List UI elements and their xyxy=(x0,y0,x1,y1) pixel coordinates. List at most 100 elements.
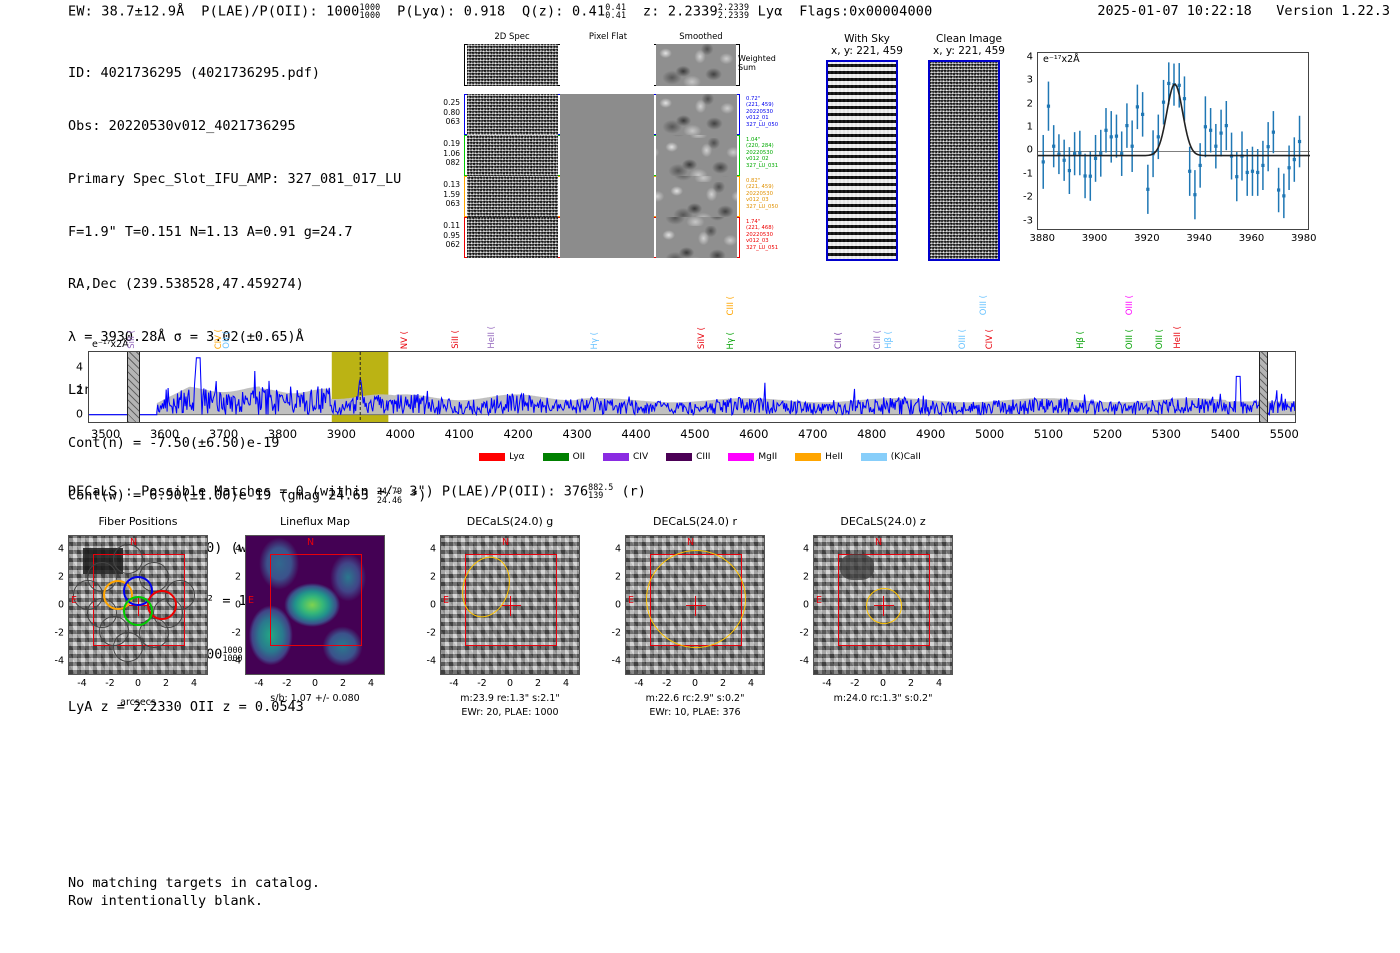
cutout-y-tick: 2 xyxy=(614,571,621,583)
spectrum-x-tick: 4300 xyxy=(562,427,592,441)
legend-label: Lyα xyxy=(509,452,525,462)
lineflux-map-image[interactable] xyxy=(245,535,385,675)
line-fit-x-tick: 3960 xyxy=(1238,233,1265,244)
legend-entry: (K)CaII xyxy=(860,452,921,462)
z-range: 2.2339 2.2339 xyxy=(717,2,750,21)
line-fit-y-tick: 1 xyxy=(1026,121,1033,133)
weighted-sum-label: Weighted Sum xyxy=(738,54,776,72)
compass-east-label: E xyxy=(628,595,635,606)
cutout-y-tick: -2 xyxy=(426,627,436,639)
fiber-row: 0.25 0.80 063 0.72" (221, 459) 20220530 … xyxy=(443,94,778,135)
line-fit-axes xyxy=(1037,52,1310,230)
param-cont-w: Cont(w) = 6.90(±1.00)e-19 (gmag 24.63 24… xyxy=(68,486,427,505)
spectrum-x-tick: 5100 xyxy=(1033,427,1064,441)
cutout-x-tick: 2 xyxy=(534,678,542,689)
decals-g-caption-1: m:23.9 re:1.3" s:2.1" xyxy=(460,693,560,704)
fiber-2dspec-image xyxy=(467,94,558,135)
fiber-2dspec-image xyxy=(467,176,558,217)
cutout-x-tick: -2 xyxy=(850,678,860,689)
decals-summary-line: DECaLS : Possible Matches = 0 (within +/… xyxy=(68,483,646,500)
cutout-x-tick: 2 xyxy=(339,678,347,689)
decals-z-image[interactable] xyxy=(813,535,953,675)
legend-label: OII xyxy=(572,452,586,462)
source-ellipse xyxy=(646,550,746,648)
cutout-x-tick: -4 xyxy=(254,678,264,689)
decals-g-title: DECaLS(24.0) g xyxy=(466,515,554,528)
weighted-sum-smoothed-image xyxy=(656,44,736,86)
fiber-right-labels: 0.82" (221, 459) 20220530 v012_03 327_LU… xyxy=(746,178,779,210)
legend-label: CIV xyxy=(633,452,649,462)
fiber-positions-panel: Fiber Positions N E arcsecs -4 -4 -2 -2 0 0 2 2… xyxy=(55,515,208,708)
cutout-y-tick: 2 xyxy=(429,571,436,583)
emission-line-marker: SiII ( xyxy=(451,330,462,349)
cutout-x-tick: 4 xyxy=(190,678,198,689)
legend-swatch xyxy=(479,452,506,461)
emission-line-marker: NV ( xyxy=(400,330,411,349)
compass-north-label: N xyxy=(687,537,695,548)
fiber-positions-axis-label: arcsecs xyxy=(120,697,156,708)
compass-north-label: N xyxy=(875,537,883,548)
flags-value: Flags:0x00004000 xyxy=(799,3,933,20)
param-cont-n: Cont(n) = -7.50(±6.50)e-19 xyxy=(68,434,280,451)
decals-r-panel: DECaLS(24.0) r N E m:22.6 rc:2.9" s:0.2"… xyxy=(612,515,765,718)
full-spectrum-svg xyxy=(89,352,1295,422)
decals-r-image[interactable] xyxy=(625,535,765,675)
param-wavelength: λ = 3930.28Å σ = 3.02(±0.65)Å xyxy=(68,329,304,346)
cutout-x-tick: -4 xyxy=(77,678,87,689)
column-header-2d-spec: 2D Spec xyxy=(494,32,530,42)
emission-line-marker: HeII ( xyxy=(1173,326,1184,349)
spectrum-x-tick: 4500 xyxy=(680,427,710,441)
z-value: z: 2.2339 xyxy=(642,3,718,20)
lineflux-map-title: Lineflux Map xyxy=(279,515,351,528)
cutout-y-tick: 2 xyxy=(802,571,809,583)
decals-g-image[interactable] xyxy=(440,535,580,675)
spectrum-x-tick: 4100 xyxy=(444,427,474,441)
legend-entry: CIV xyxy=(603,452,648,462)
decals-g-panel: DECaLS(24.0) g N E m:23.9 re:1.3" s:2.1"… xyxy=(427,515,580,718)
cutout-x-tick: 4 xyxy=(562,678,570,689)
fiber-circle xyxy=(113,632,143,662)
emission-line-marker: OIII ( xyxy=(1155,328,1166,349)
legend-swatch xyxy=(795,452,822,461)
line-fit-y-tick: 0 xyxy=(1026,144,1033,156)
center-crosshair-v xyxy=(510,596,512,616)
fiber-2dspec-image xyxy=(467,217,558,258)
clean-image-title: Clean Image xyxy=(935,33,1003,45)
cutout-y-tick: 0 xyxy=(429,599,436,611)
fiber-right-labels: 0.72" (221, 459) 20220530 v012_01 327_LU… xyxy=(746,96,779,128)
clean-image-coords: x, y: 221, 459 xyxy=(933,45,1005,57)
decals-r-caption-1: m:22.6 rc:2.9" s:0.2" xyxy=(645,693,745,704)
spectrum-x-tick: 4000 xyxy=(385,427,415,441)
fiber-2dspec-image xyxy=(467,135,558,176)
decals-band: (r) xyxy=(621,483,646,500)
emission-line-marker: OIII ( xyxy=(1124,328,1135,349)
line-fit-y-tick: 2 xyxy=(1026,98,1033,110)
cutout-x-tick: 2 xyxy=(719,678,727,689)
cutout-x-tick: -2 xyxy=(105,678,115,689)
ew-value: EW: 38.7±12.9Å xyxy=(68,3,185,20)
line-fit-svg xyxy=(1038,62,1310,220)
cutout-x-tick: 4 xyxy=(367,678,375,689)
spectrum-y-tick: 0 xyxy=(76,407,83,421)
emission-line-legend: Lyα OII CIV CIII MgII HeII (K)CaII xyxy=(0,452,1400,462)
cutout-y-tick: 0 xyxy=(234,599,241,611)
cutout-y-tick: -2 xyxy=(611,627,621,639)
lineflux-map-panel: Lineflux Map N E s/b: 1.07 +/- 0.080 -4 -… xyxy=(232,515,385,704)
fiber-right-labels: 1.74" (221, 468) 20220530 v012_03 327_LU… xyxy=(746,219,779,251)
ifu-footprint-box xyxy=(270,554,362,646)
fiber-positions-image[interactable] xyxy=(68,535,208,675)
cutout-x-tick: -4 xyxy=(822,678,832,689)
fiber-circle xyxy=(139,618,169,648)
cutout-x-tick: -4 xyxy=(449,678,459,689)
spectrum-x-tick: 5200 xyxy=(1092,427,1123,441)
fiber-smoothed-image xyxy=(656,94,737,135)
column-header-smoothed: Smoothed xyxy=(679,32,723,42)
cutout-x-tick: -2 xyxy=(282,678,292,689)
emission-line-marker: Hβ ( xyxy=(1075,331,1086,349)
emission-line-marker: HeII ( xyxy=(486,326,497,349)
cutout-y-tick: -4 xyxy=(611,655,621,667)
fiber-smoothed-image xyxy=(656,135,737,176)
plya-value: P(Lyα): 0.918 xyxy=(397,3,506,20)
fiber-left-labels: 0.11 0.95 062 xyxy=(443,221,460,249)
compass-north-label: N xyxy=(130,537,138,548)
